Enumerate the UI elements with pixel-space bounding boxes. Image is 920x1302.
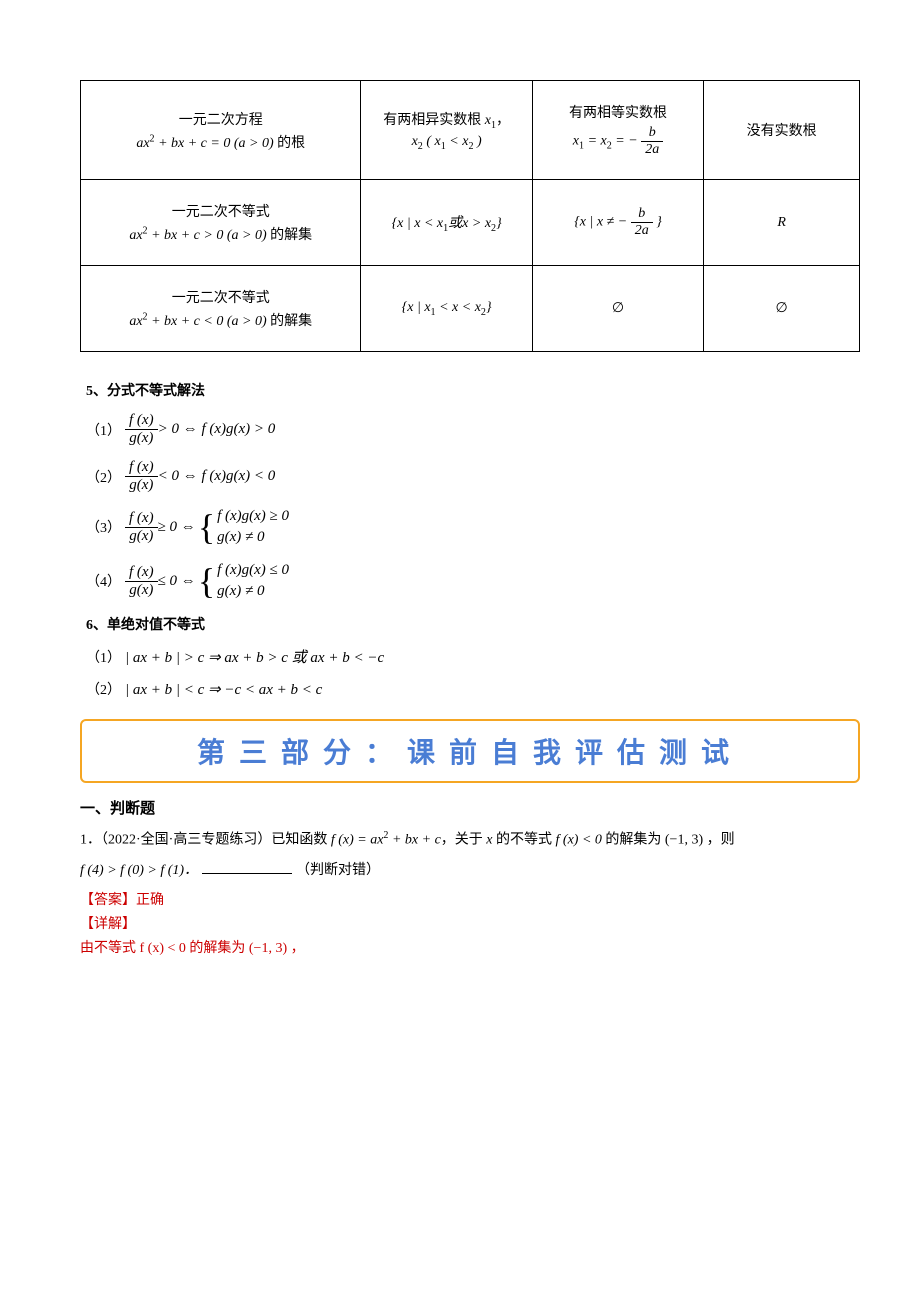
case-line: f (x)g(x) ≤ 0 [217, 560, 289, 581]
math-expr: x1 = x2 = − b 2a [541, 125, 695, 158]
problem-source: （2022·全国·高三专题练习）已知函数 [101, 833, 331, 848]
formula-label: （4） [86, 571, 125, 591]
fraction: b 2a [631, 206, 653, 239]
formula-body: | ax + b | > c ⇒ ax + b > c 或 ax + b < −… [125, 646, 384, 667]
formula-label: （3） [86, 517, 125, 537]
cell-text: 一元二次方程 [89, 109, 352, 129]
formula-rhs: > 0 ⇔ f (x)g(x) > 0 [158, 421, 276, 438]
judge-hint: （判断对错） [296, 863, 380, 878]
case-line: g(x) ≠ 0 [217, 527, 289, 548]
brace-icon: { [198, 509, 215, 545]
formula-6-1: （1） | ax + b | > c ⇒ ax + b > c 或 ax + b… [86, 646, 860, 667]
formula-5-2: （2） f (x) g(x) < 0 ⇔ f (x)g(x) < 0 [86, 459, 860, 494]
cell-R: R [704, 180, 860, 266]
formula-label: （1） [86, 420, 125, 440]
math-expr: ax2 + bx + c = 0 (a > 0) 的根 [89, 132, 352, 152]
math-expr: ax2 + bx + c > 0 (a > 0) 的解集 [89, 224, 352, 244]
math-expr: ax2 + bx + c < 0 (a > 0) 的解集 [89, 310, 352, 330]
math-expr: + bx + c [388, 833, 440, 848]
formula-op: ≥ 0 ⇔ [158, 519, 196, 536]
formula-op: ≤ 0 ⇔ [158, 573, 196, 590]
cell-equal-roots: 有两相等实数根 x1 = x2 = − b 2a [532, 81, 703, 180]
cell-no-root: 没有实数根 [704, 81, 860, 180]
formula-5-3: （3） f (x) g(x) ≥ 0 ⇔ { f (x)g(x) ≥ 0 g(x… [86, 506, 860, 548]
math-expr: f (x) = ax [331, 833, 384, 848]
fraction: b 2a [641, 125, 663, 158]
formula-5-1: （1） f (x) g(x) > 0 ⇔ f (x)g(x) > 0 [86, 412, 860, 447]
cell-set: {x | x1 < x < x2} [361, 266, 532, 352]
cell-empty: ∅ [704, 266, 860, 352]
cell-set: {x | x < x1或x > x2} [361, 180, 532, 266]
math-expr: f (x) < 0 [556, 833, 602, 848]
fraction: f (x) g(x) [125, 510, 158, 545]
cell-text: 一元二次不等式 [89, 201, 352, 221]
cell-text: 有两相等实数根 [541, 102, 695, 122]
cell-text: 一元二次不等式 [89, 287, 352, 307]
detail-line: 由不等式 f (x) < 0 的解集为 (−1, 3) ， [80, 937, 860, 957]
answer-text: 正确 [136, 893, 164, 908]
math-expr: f (4) > f (0) > f (1)． [80, 863, 198, 878]
section-6-title: 6、单绝对值不等式 [86, 614, 860, 634]
table-row: 一元二次不等式 ax2 + bx + c > 0 (a > 0) 的解集 {x … [81, 180, 860, 266]
part3-banner-wrap: 第三部分：课前自我评估测试 [80, 719, 860, 783]
formula-6-2: （2） | ax + b | < c ⇒ −c < ax + b < c [86, 679, 860, 699]
formula-label: （2） [86, 467, 125, 487]
formula-5-4: （4） f (x) g(x) ≤ 0 ⇔ { f (x)g(x) ≤ 0 g(x… [86, 560, 860, 602]
blank-underline [202, 873, 292, 874]
quadratic-table: 一元二次方程 ax2 + bx + c = 0 (a > 0) 的根 有两相异实… [80, 80, 860, 352]
document-page: 一元二次方程 ax2 + bx + c = 0 (a > 0) 的根 有两相异实… [0, 0, 920, 1001]
cases: { f (x)g(x) ≤ 0 g(x) ≠ 0 [198, 560, 289, 602]
cell-eqn-root: 一元二次方程 ax2 + bx + c = 0 (a > 0) 的根 [81, 81, 361, 180]
fraction: f (x) g(x) [125, 564, 158, 599]
cell-empty: ∅ [532, 266, 703, 352]
detail-label: 【详解】 [80, 913, 860, 933]
table-row: 一元二次不等式 ax2 + bx + c < 0 (a > 0) 的解集 {x … [81, 266, 860, 352]
cell-set: {x | x ≠ − b 2a } [532, 180, 703, 266]
formula-rhs: < 0 ⇔ f (x)g(x) < 0 [158, 468, 276, 485]
case-line: f (x)g(x) ≥ 0 [217, 506, 289, 527]
cell-distinct-roots: 有两相异实数根 x1， x2 ( x1 < x2 ) [361, 81, 532, 180]
case-line: g(x) ≠ 0 [217, 581, 289, 602]
fraction: f (x) g(x) [125, 412, 158, 447]
cell-ineq-lt: 一元二次不等式 ax2 + bx + c < 0 (a > 0) 的解集 [81, 266, 361, 352]
cases: { f (x)g(x) ≥ 0 g(x) ≠ 0 [198, 506, 289, 548]
fraction: f (x) g(x) [125, 459, 158, 494]
formula-body: | ax + b | < c ⇒ −c < ax + b < c [125, 680, 322, 699]
brace-icon: { [198, 563, 215, 599]
cell-text: 有两相异实数根 x1， [369, 109, 523, 131]
section-5-title: 5、分式不等式解法 [86, 380, 860, 400]
banner-title: 第三部分：课前自我评估测试 [197, 737, 743, 768]
answer-label: 【答案】 [80, 893, 136, 908]
problem-number: 1． [80, 833, 101, 848]
part3-banner: 第三部分：课前自我评估测试 [80, 719, 860, 783]
answer-line: 【答案】正确 [80, 889, 860, 909]
cell-ineq-gt: 一元二次不等式 ax2 + bx + c > 0 (a > 0) 的解集 [81, 180, 361, 266]
problem-1: 1．（2022·全国·高三专题练习）已知函数 f (x) = ax2 + bx … [80, 826, 860, 854]
formula-label: （1） [86, 647, 125, 667]
table-row: 一元二次方程 ax2 + bx + c = 0 (a > 0) 的根 有两相异实… [81, 81, 860, 180]
problem-1-line2: f (4) > f (0) > f (1)． （判断对错） [80, 858, 860, 885]
formula-label: （2） [86, 679, 125, 699]
subsection-judgement: 一、判断题 [80, 797, 860, 818]
math-expr: x2 ( x1 < x2 ) [369, 134, 523, 152]
